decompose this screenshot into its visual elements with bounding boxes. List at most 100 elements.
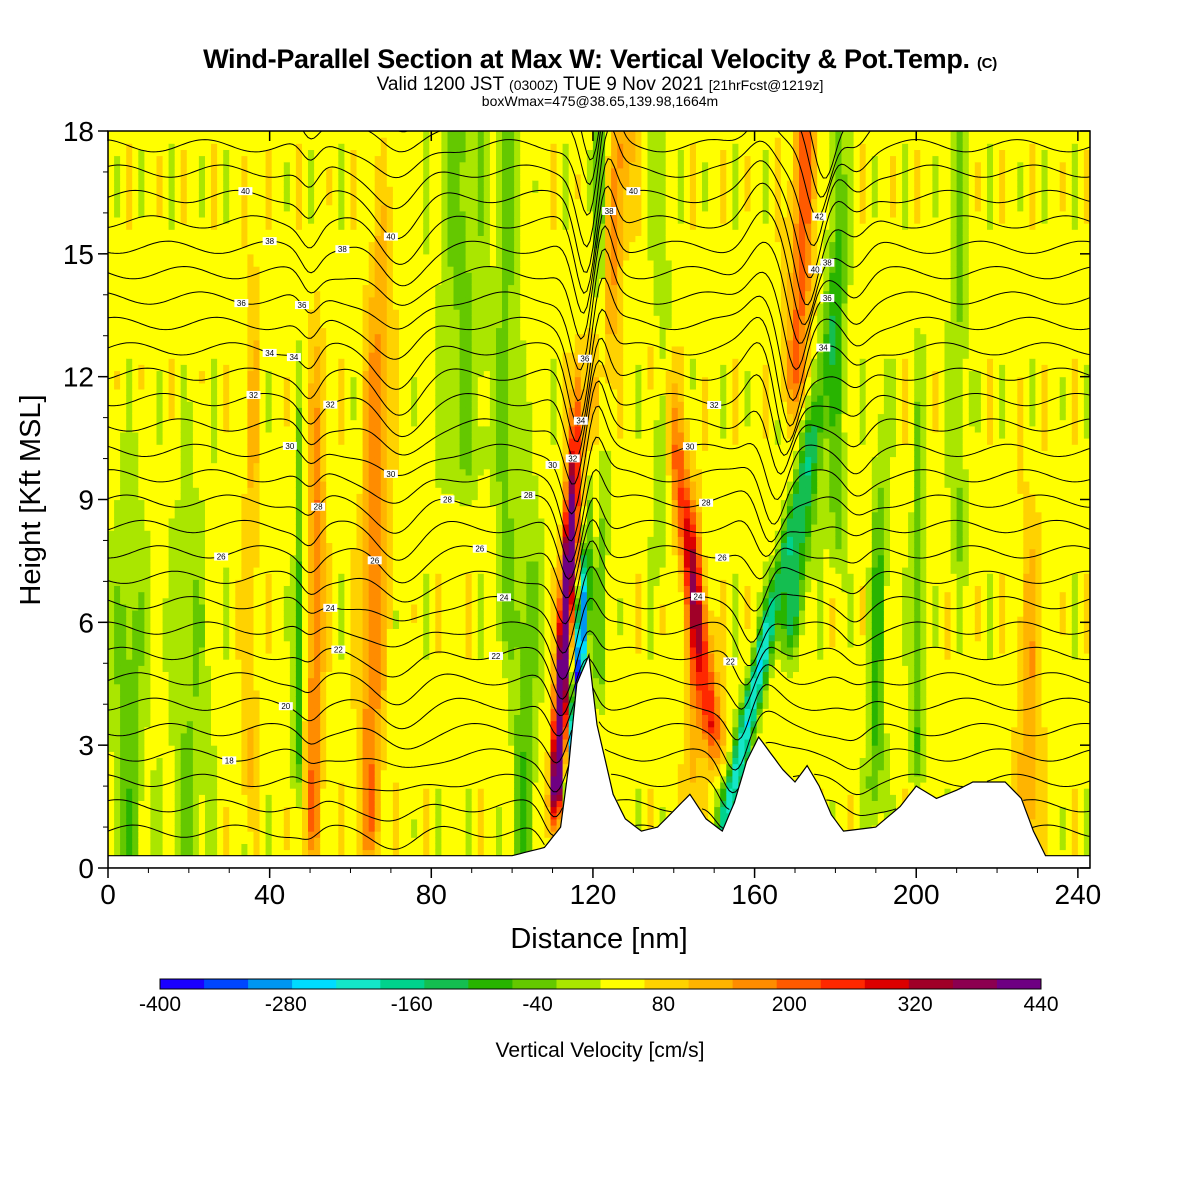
field-cell xyxy=(126,567,133,574)
field-cell xyxy=(114,315,121,322)
field-cell xyxy=(205,407,212,414)
field-cell xyxy=(193,266,200,273)
field-cell xyxy=(187,475,194,482)
field-cell xyxy=(175,493,182,500)
field-cell xyxy=(169,794,176,801)
field-cell xyxy=(223,174,230,181)
field-cell xyxy=(132,291,139,298)
field-cell xyxy=(126,727,133,734)
field-cell xyxy=(181,450,188,457)
field-cell xyxy=(144,610,151,617)
field-cell xyxy=(157,334,164,341)
field-cell xyxy=(132,432,139,439)
field-cell xyxy=(126,414,133,421)
field-cell xyxy=(211,260,218,267)
field-cell xyxy=(181,629,188,636)
field-cell xyxy=(163,641,170,648)
field-cell xyxy=(144,721,151,728)
field-cell xyxy=(223,364,230,371)
field-cell xyxy=(181,469,188,476)
field-cell xyxy=(144,401,151,408)
field-cell xyxy=(120,444,127,451)
field-cell xyxy=(175,819,182,826)
field-cell xyxy=(120,463,127,470)
field-cell xyxy=(108,149,115,156)
field-cell xyxy=(205,739,212,746)
field-cell xyxy=(187,524,194,531)
field-cell xyxy=(126,334,133,341)
field-cell xyxy=(217,745,224,752)
field-cell xyxy=(138,254,145,261)
field-cell xyxy=(223,610,230,617)
field-cell xyxy=(211,684,218,691)
field-cell xyxy=(150,776,157,783)
field-cell xyxy=(108,457,115,464)
field-cell xyxy=(223,745,230,752)
field-cell xyxy=(138,770,145,777)
field-cell xyxy=(229,708,236,715)
field-cell xyxy=(114,450,121,457)
field-cell xyxy=(138,371,145,378)
field-cell xyxy=(211,758,218,765)
field-cell xyxy=(144,131,151,138)
field-cell xyxy=(217,690,224,697)
field-cell xyxy=(223,696,230,703)
field-cell xyxy=(132,223,139,230)
field-cell xyxy=(126,358,133,365)
field-cell xyxy=(157,309,164,316)
field-cell xyxy=(157,690,164,697)
field-cell xyxy=(157,407,164,414)
field-cell xyxy=(150,506,157,513)
field-cell xyxy=(138,690,145,697)
field-cell xyxy=(163,758,170,765)
field-cell xyxy=(126,192,133,199)
field-cell xyxy=(114,328,121,335)
field-cell xyxy=(211,518,218,525)
field-cell xyxy=(199,690,206,697)
field-cell xyxy=(132,622,139,629)
field-cell xyxy=(199,254,206,261)
field-cell xyxy=(138,831,145,838)
field-cell xyxy=(144,180,151,187)
field-cell xyxy=(193,444,200,451)
field-cell xyxy=(126,837,133,844)
field-cell xyxy=(229,739,236,746)
field-cell xyxy=(157,414,164,421)
field-cell xyxy=(175,149,182,156)
field-cell xyxy=(199,776,206,783)
field-cell xyxy=(193,278,200,285)
field-cell xyxy=(150,162,157,169)
field-cell xyxy=(199,837,206,844)
field-cell xyxy=(181,739,188,746)
field-cell xyxy=(217,592,224,599)
field-cell xyxy=(150,254,157,261)
field-cell xyxy=(126,598,133,605)
field-cell xyxy=(187,518,194,525)
field-cell xyxy=(187,315,194,322)
field-cell xyxy=(132,536,139,543)
field-cell xyxy=(120,321,127,328)
field-cell xyxy=(223,579,230,586)
field-cell xyxy=(211,285,218,292)
field-cell xyxy=(217,395,224,402)
field-cell xyxy=(169,549,176,556)
field-cell xyxy=(138,843,145,850)
field-cell xyxy=(181,561,188,568)
field-cell xyxy=(205,364,212,371)
field-cell xyxy=(114,512,121,519)
field-cell xyxy=(157,536,164,543)
field-cell xyxy=(175,770,182,777)
field-cell xyxy=(211,407,218,414)
field-cell xyxy=(144,143,151,150)
field-cell xyxy=(157,506,164,513)
field-cell xyxy=(181,235,188,242)
field-cell xyxy=(120,205,127,212)
field-cell xyxy=(199,536,206,543)
field-cell xyxy=(144,487,151,494)
field-cell xyxy=(120,432,127,439)
field-cell xyxy=(138,469,145,476)
field-cell xyxy=(175,518,182,525)
field-cell xyxy=(126,162,133,169)
field-cell xyxy=(187,536,194,543)
field-cell xyxy=(163,303,170,310)
